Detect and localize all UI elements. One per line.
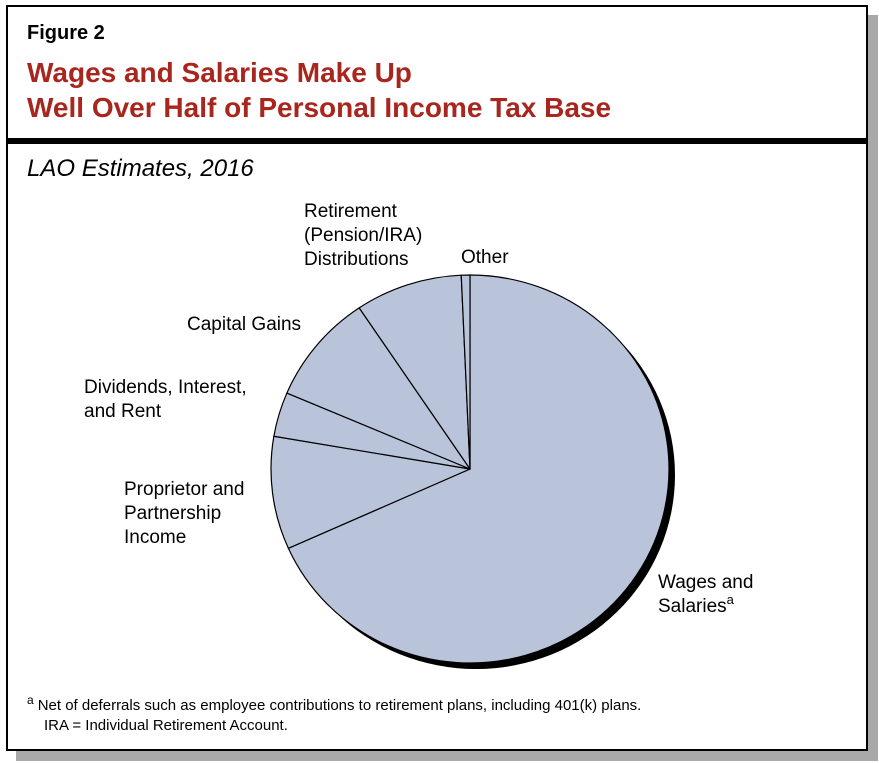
- slice-label-line: and Rent: [84, 401, 162, 422]
- slice-label-line: Wages and: [658, 572, 753, 593]
- title-rule: [8, 138, 866, 144]
- figure-label: Figure 2: [27, 22, 105, 44]
- footnote-line-1: a Net of deferrals such as employee contr…: [27, 693, 847, 716]
- slice-label-line: Retirement: [304, 201, 398, 222]
- slice-label-line: Dividends, Interest,: [84, 377, 247, 398]
- footnote-text-1: Net of deferrals such as employee contri…: [37, 697, 642, 714]
- pie-slice-1: [270, 435, 471, 549]
- slice-label-5: Other: [461, 247, 509, 268]
- title-line-2: Well Over Half of Personal Income Tax Ba…: [27, 92, 612, 123]
- footnote: a Net of deferrals such as employee contr…: [27, 693, 847, 736]
- slice-label-superscript: a: [727, 592, 735, 607]
- slice-label-line: Capital Gains: [187, 314, 301, 335]
- pie-slice-0: [287, 274, 670, 664]
- slice-label-line: (Pension/IRA): [304, 225, 422, 246]
- slice-label-line: Other: [461, 247, 509, 268]
- chart-subtitle: LAO Estimates, 2016: [27, 155, 254, 182]
- slice-label-3: Capital Gains: [187, 314, 301, 335]
- pie-slice-3: [286, 307, 471, 470]
- pie-slice-5: [460, 274, 471, 470]
- pie-slices: [270, 274, 670, 664]
- footnote-line-2: IRA = Individual Retirement Account.: [44, 717, 288, 734]
- pie-slice-4: [358, 274, 471, 470]
- footnote-marker: a: [27, 693, 34, 707]
- figure-title: Wages and Salaries Make Up Well Over Hal…: [27, 55, 857, 125]
- slice-label-4: Retirement (Pension/IRA) Distributions: [304, 201, 422, 270]
- slice-label-1: Proprietor and Partnership Income: [124, 479, 244, 548]
- slice-label-line: Proprietor and: [124, 479, 244, 500]
- slice-label-line: Partnership: [124, 503, 221, 524]
- pie-labels: Wages and Salariesa Proprietor and Partners…: [84, 201, 753, 617]
- title-line-1: Wages and Salaries Make Up: [27, 57, 412, 88]
- slice-label-0: Wages and Salariesa: [658, 572, 753, 617]
- slice-label-line: Distributions: [304, 249, 409, 270]
- slice-label-line: Salaries: [658, 596, 727, 617]
- slice-label-2: Dividends, Interest, and Rent: [84, 377, 247, 422]
- slice-label-line: Income: [124, 527, 186, 548]
